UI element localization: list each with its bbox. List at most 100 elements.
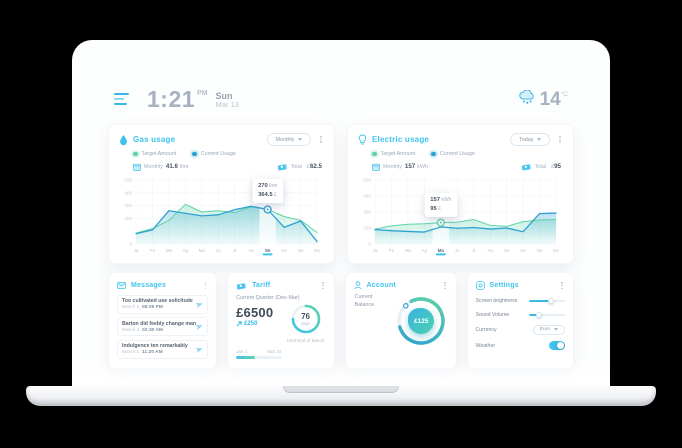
gas-period-stat: Monthly 41.6 litre — [133, 163, 189, 171]
person-icon — [353, 281, 362, 290]
tariff-subtitle: Current Quarter (Dec-Mar) — [236, 295, 300, 302]
chevron-down-icon — [537, 138, 542, 141]
svg-text:De: De — [314, 248, 320, 253]
message-item[interactable]: Too cultivated use solicitude March 5, 0… — [117, 294, 209, 314]
settings-gear-icon — [475, 281, 485, 290]
tariff-header: Tariff — [236, 280, 325, 291]
volume-label: Sound Volume — [475, 311, 510, 318]
weather-toggle[interactable] — [549, 341, 565, 351]
gas-panel-title: Gas usage — [133, 135, 176, 144]
electric-period-dropdown[interactable]: Today — [510, 133, 551, 146]
volume-slider-knob[interactable] — [536, 311, 543, 318]
gas-menu-button[interactable] — [313, 134, 324, 145]
gas-usage-chart[interactable]: 500 400 300 200 0 Ja Fe Ma Ap Ma Ju Jl Au Se Oc No De 270… — [119, 174, 324, 256]
chevron-down-icon — [554, 328, 558, 332]
weather-widget: 14 °C — [518, 88, 568, 110]
range-start: Jan 1 — [236, 349, 248, 355]
electric-period-stat: Monthly 157 kWh — [372, 163, 428, 171]
message-title: Indulgence ten remarkably — [122, 343, 188, 350]
status-bar: 1:21 PM Sun Mar 13 14 °C — [108, 82, 574, 116]
tariff-days-block: 76 days Until End of March — [286, 303, 326, 359]
currency-label: Currency — [475, 326, 497, 333]
svg-text:0: 0 — [129, 242, 132, 247]
svg-text:200: 200 — [124, 216, 132, 221]
tariff-banknote-icon — [236, 283, 247, 290]
message-text: Too cultivated use solicitude March 5, 0… — [122, 298, 196, 310]
svg-text:Au: Au — [487, 248, 493, 253]
messages-menu-button[interactable] — [198, 280, 209, 291]
time-meridiem: PM — [197, 89, 208, 97]
brightness-slider-knob[interactable] — [548, 298, 555, 305]
days-ring: 76 days — [290, 303, 322, 335]
legend-current: Current Usage — [192, 151, 236, 157]
svg-text:No: No — [537, 248, 543, 253]
temperature-unit: °C — [560, 90, 568, 98]
banknote-icon — [521, 164, 532, 171]
current-balance-label: Current Balance — [354, 294, 375, 308]
laptop-base — [26, 386, 656, 406]
tariff-amount-block: £6500 £250 Jan 1 Mar 31 — [236, 303, 282, 360]
settings-menu-button[interactable] — [554, 280, 565, 291]
account-menu-button[interactable] — [437, 280, 448, 291]
charts-row: Gas usage Monthly Target Amount Current … — [108, 124, 574, 264]
svg-text:Ap: Ap — [183, 248, 189, 253]
gas-period-dropdown[interactable]: Monthly — [266, 133, 312, 146]
days-unit: days — [301, 320, 310, 326]
target-dot-icon — [133, 151, 138, 157]
volume-slider[interactable] — [529, 311, 565, 318]
legend-target: Target Amount — [133, 151, 176, 157]
current-dot-icon — [192, 151, 197, 157]
svg-text:Oc: Oc — [281, 248, 288, 253]
widgets-row: Messages Too cultivated use solicitude M… — [108, 272, 574, 369]
svg-text:Fe: Fe — [389, 248, 395, 253]
settings-panel: Settings Screen brightness Sound Volume — [466, 272, 574, 369]
account-panel: Account Current Balance — [344, 272, 457, 369]
message-item[interactable]: Barton did feebly change man March 4, 02… — [117, 317, 209, 337]
gas-total-stat: Total £ 62.5 — [277, 162, 322, 171]
open-message-arrow-icon — [196, 302, 203, 308]
chart-tooltip: 157 kWh 95 £ — [424, 192, 458, 217]
electric-menu-button[interactable] — [552, 134, 563, 145]
hamburger-menu-icon[interactable] — [114, 92, 131, 106]
currency-value: Euro — [539, 327, 550, 333]
legend-current: Current Usage — [431, 151, 475, 157]
svg-text:Ma: Ma — [199, 248, 206, 253]
rain-cloud-icon — [518, 89, 534, 104]
svg-text:Au: Au — [248, 248, 254, 253]
settings-title: Settings — [489, 282, 519, 290]
svg-text:Se: Se — [265, 248, 271, 253]
svg-text:Se: Se — [504, 248, 510, 253]
messages-header: Messages — [117, 280, 208, 291]
brightness-slider[interactable] — [529, 298, 565, 305]
tariff-body: £6500 £250 Jan 1 Mar 31 — [236, 303, 326, 360]
message-text: Barton did feebly change man March 4, 02… — [122, 321, 196, 333]
gas-panel-header: Gas usage Monthly — [119, 133, 324, 146]
legend-target: Target Amount — [372, 151, 415, 157]
svg-text:Oc: Oc — [520, 248, 527, 253]
quarter-progress-fill — [236, 356, 256, 360]
electric-usage-chart[interactable]: 600 450 300 150 0 Ja Fe Ma Ap Ma Ju Jl Au Se Oc No De 157… — [358, 174, 563, 256]
currency-dropdown[interactable]: Euro — [532, 324, 565, 335]
gas-usage-panel: Gas usage Monthly Target Amount Current … — [108, 124, 335, 264]
lightbulb-icon — [358, 134, 367, 144]
days-caption: Until End of March — [286, 338, 325, 344]
svg-text:No: No — [298, 248, 304, 253]
svg-text:Jl: Jl — [472, 248, 475, 253]
tariff-menu-button[interactable] — [315, 280, 326, 291]
svg-text:300: 300 — [363, 210, 371, 215]
electric-total-stat: Total £ 95 — [521, 162, 561, 171]
temperature-value: 14 — [539, 88, 561, 110]
svg-text:600: 600 — [363, 178, 371, 183]
electric-usage-panel: Electric usage Today Target Amount Curre… — [347, 124, 574, 264]
calendar-icon — [372, 163, 380, 171]
svg-text:0: 0 — [368, 242, 371, 247]
message-item[interactable]: Indulgence ten remarkably March 2, 11:20… — [117, 339, 209, 359]
laptop-screen: 1:21 PM Sun Mar 13 14 °C — [72, 40, 610, 388]
tariff-panel: Tariff Current Quarter (Dec-Mar) £6500 £… — [227, 272, 335, 369]
dashboard: 1:21 PM Sun Mar 13 14 °C — [72, 40, 610, 388]
messages-panel: Messages Too cultivated use solicitude M… — [108, 272, 218, 369]
envelope-icon — [117, 282, 126, 289]
account-title: Account — [366, 282, 396, 290]
svg-text:Ja: Ja — [373, 248, 378, 253]
messages-title: Messages — [131, 282, 167, 290]
